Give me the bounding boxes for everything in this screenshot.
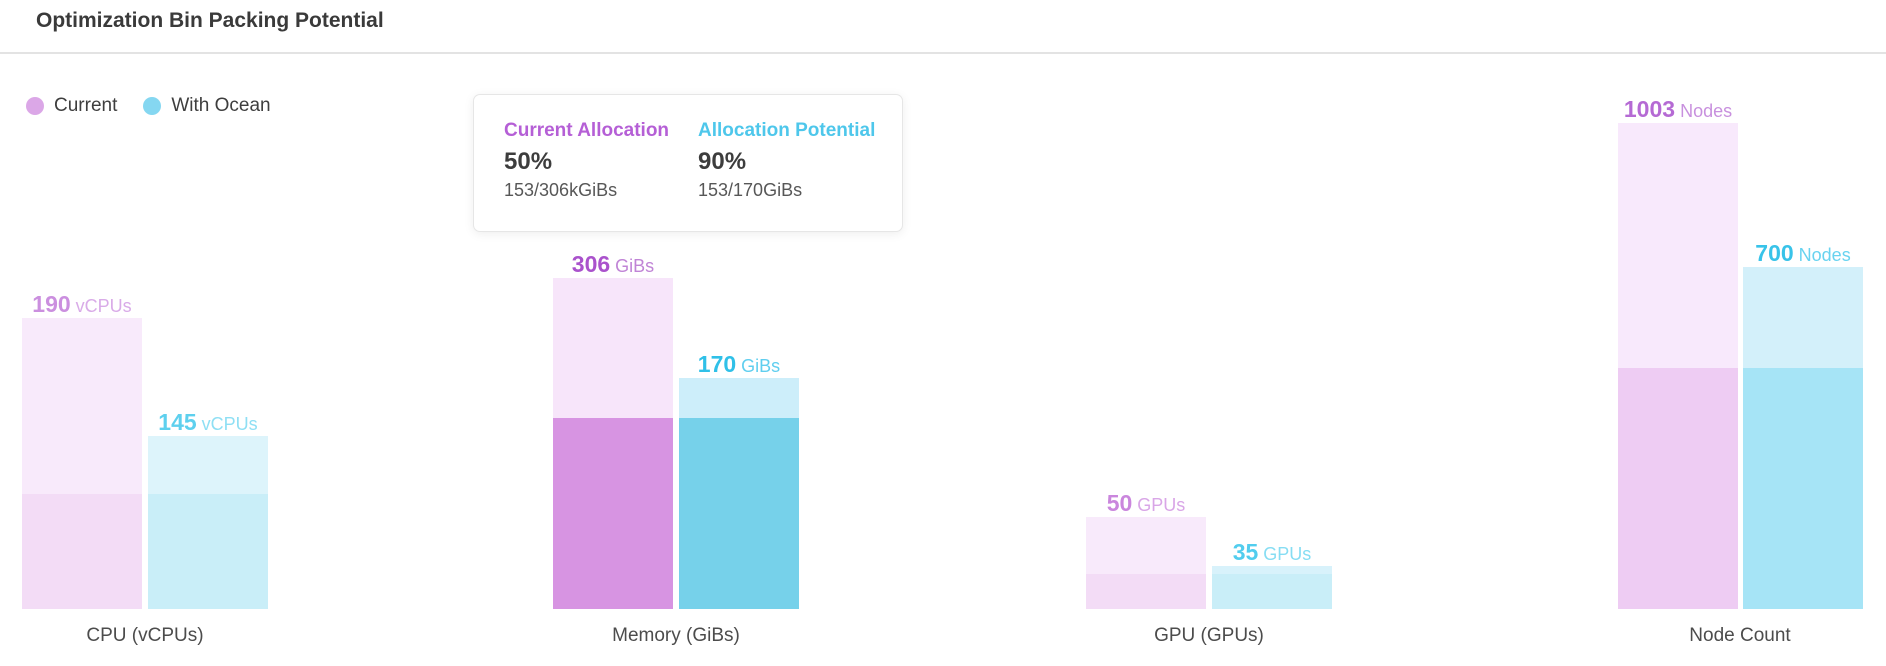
bar-nodes-ocean[interactable]	[1743, 267, 1863, 609]
bar-nodes-ocean-value-label: 700 Nodes	[1755, 241, 1850, 265]
bar-cpu-ocean[interactable]	[148, 436, 268, 609]
bar-value: 190	[32, 291, 71, 317]
bar-unit: Nodes	[1675, 101, 1733, 121]
tooltip-detail-value: 153/170GiBs	[698, 180, 803, 200]
bar-unit: vCPUs	[70, 296, 132, 316]
bar-unit: GiBs	[736, 356, 781, 376]
bar-gpu-ocean-value-label: 35 GPUs	[1233, 540, 1312, 564]
legend-item-with-ocean[interactable]: With Ocean	[143, 95, 271, 117]
bar-unit: GPUs	[1132, 495, 1186, 515]
bar-memory-current[interactable]	[553, 278, 673, 609]
bar-value: 145	[158, 409, 197, 435]
bar-gpu-current-allocated-segment	[1086, 574, 1206, 609]
axis-label-memory: Memory (GiBs)	[612, 625, 740, 646]
bar-value: 1003	[1623, 96, 1676, 122]
bar-cpu-current-allocated-segment	[22, 494, 142, 609]
tooltip-percent-value: 90%	[698, 148, 747, 175]
bar-memory-ocean[interactable]	[679, 378, 799, 609]
bar-cpu-ocean-value-label: 145 vCPUs	[158, 410, 257, 434]
header-divider	[0, 52, 1886, 54]
tooltip-column-title: Allocation Potential	[698, 120, 876, 141]
tooltip-percent-value: 50%	[504, 148, 553, 175]
bar-nodes-current-allocated-segment	[1618, 368, 1738, 609]
bar-cpu-ocean-allocated-segment	[148, 494, 268, 609]
bar-gpu-ocean-allocated-segment	[1212, 574, 1332, 609]
tooltip-detail-value: 153/306kGiBs	[504, 180, 618, 200]
bar-value: 170	[697, 351, 737, 377]
bar-value: 700	[1755, 240, 1794, 266]
bar-nodes-current-value-label: 1003 Nodes	[1624, 97, 1732, 121]
bar-value: 306	[571, 251, 611, 277]
allocation-tooltip: Current Allocation 50% 153/306kGiBs Allo…	[473, 94, 903, 232]
legend-item-current[interactable]: Current	[26, 95, 117, 117]
bar-memory-ocean-value-label: 170 GiBs	[698, 352, 780, 376]
bar-value: 35	[1232, 539, 1259, 565]
tooltip-column-title: Current Allocation	[504, 120, 670, 141]
bar-memory-current-value-label: 306 GiBs	[572, 252, 654, 276]
bar-memory-ocean-allocated-segment	[679, 418, 799, 609]
tooltip-current-allocation-column: Current Allocation 50% 153/306kGiBs	[504, 119, 669, 201]
current-series-dot-icon	[26, 97, 44, 115]
chart-legend: Current With Ocean	[26, 95, 271, 117]
ocean-series-dot-icon	[143, 97, 162, 115]
bar-unit: vCPUs	[196, 414, 258, 434]
legend-label: With Ocean	[171, 95, 271, 116]
tooltip-allocation-potential-column: Allocation Potential 90% 153/170GiBs	[698, 119, 875, 201]
axis-label-cpu: CPU (vCPUs)	[86, 625, 204, 646]
axis-label-gpu: GPU (GPUs)	[1154, 625, 1264, 646]
legend-label: Current	[54, 95, 118, 116]
bar-unit: GiBs	[610, 256, 655, 276]
bar-cpu-current[interactable]	[22, 318, 142, 609]
bar-cpu-current-value-label: 190 vCPUs	[32, 292, 131, 316]
axis-label-nodes: Node Count	[1689, 625, 1791, 646]
bar-nodes-ocean-allocated-segment	[1743, 368, 1863, 609]
bar-gpu-current-value-label: 50 GPUs	[1107, 491, 1186, 515]
bar-unit: Nodes	[1793, 245, 1851, 265]
bar-nodes-current[interactable]	[1618, 123, 1738, 609]
page-title: Optimization Bin Packing Potential	[36, 9, 384, 32]
bar-gpu-ocean[interactable]	[1212, 566, 1332, 609]
bar-gpu-current[interactable]	[1086, 517, 1206, 609]
bar-memory-current-allocated-segment	[553, 418, 673, 609]
bar-unit: GPUs	[1258, 544, 1312, 564]
bar-value: 50	[1106, 490, 1133, 516]
